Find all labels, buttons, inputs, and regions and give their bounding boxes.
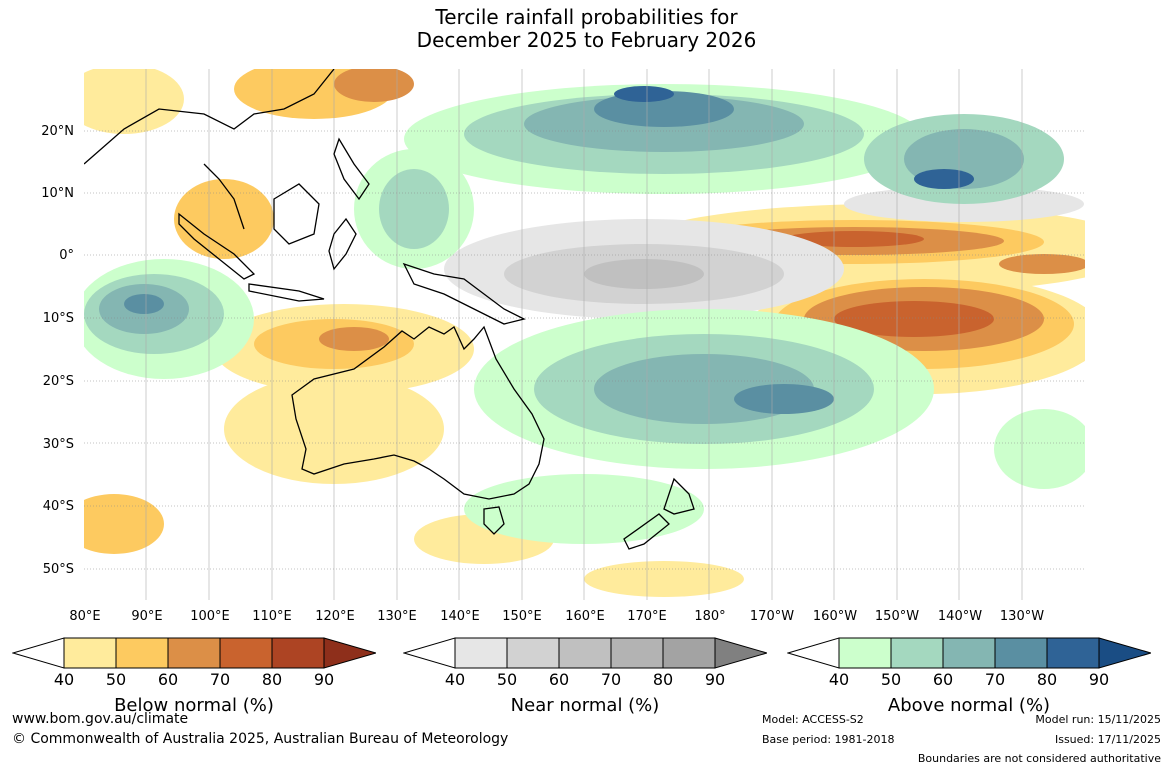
lat-label: 40°S [42, 499, 74, 514]
cb-swatches [12, 637, 376, 669]
cb-tick: 80 [652, 670, 674, 689]
lon-label: 140°E [440, 609, 480, 624]
above-normal-colorbar [787, 637, 1151, 669]
issued-date: Issued: 17/11/2025 [1054, 733, 1161, 746]
copyright-notice: © Commonwealth of Australia 2025, Austra… [12, 731, 509, 747]
cb-swatch [115, 637, 169, 669]
cb-tick: 50 [880, 670, 902, 689]
lon-label: 130°E [377, 609, 417, 624]
below-normal-title: Below normal (%) [114, 695, 274, 716]
sulawesi-coastline [328, 217, 357, 271]
lon-label: 100°E [190, 609, 230, 624]
base-period: Base period: 1981-2018 [762, 733, 895, 746]
lon-label: 150°W [874, 609, 920, 624]
model-name: Model: ACCESS-S2 [762, 713, 864, 726]
se-asia-coastline [84, 69, 335, 230]
cb-tick: 70 [209, 670, 231, 689]
map-title-line1: Tercile rainfall probabilities for [435, 5, 738, 29]
coastlines [84, 69, 695, 550]
near-normal-regions [444, 186, 1084, 319]
lon-label: 110°E [252, 609, 292, 624]
cb-tick: 60 [548, 670, 570, 689]
sumatra-coastline [178, 212, 256, 280]
cb-swatch [662, 637, 716, 669]
cb-tick: 90 [313, 670, 335, 689]
cb-swatch [219, 637, 273, 669]
rainfall-probability-map [84, 69, 1085, 600]
lon-label: 120°E [315, 609, 355, 624]
cb-tick: 50 [496, 670, 518, 689]
cb-tick: 80 [261, 670, 283, 689]
above-normal-title: Above normal (%) [887, 695, 1051, 716]
lon-label: 160°E [565, 609, 605, 624]
cb-swatch [838, 637, 892, 669]
lon-label: 90°E [131, 609, 163, 624]
lat-label: 50°S [42, 562, 74, 577]
cb-tick: 70 [600, 670, 622, 689]
cb-swatch [506, 637, 560, 669]
map-grid [84, 130, 1085, 570]
cb-swatches [787, 637, 1151, 669]
above-normal-regions [84, 84, 1085, 544]
lon-label: 170°W [749, 609, 795, 624]
lat-label: 0° [59, 248, 74, 263]
cb-tick: 60 [932, 670, 954, 689]
bom-url-link[interactable]: www.bom.gov.au/climate [12, 711, 189, 727]
cb-extend-high [714, 637, 767, 669]
lon-label: 140°W [937, 609, 983, 624]
cb-tick: 90 [1088, 670, 1110, 689]
cb-tick: 60 [157, 670, 179, 689]
new-guinea-coastline [402, 262, 526, 325]
cb-swatch [994, 637, 1048, 669]
cb-swatch [610, 637, 664, 669]
cb-swatch [558, 637, 612, 669]
australia-coastline [291, 325, 545, 500]
cb-extend-high [323, 637, 376, 669]
model-run-date: Model run: 15/11/2025 [1035, 713, 1161, 726]
near-normal-colorbar [403, 637, 767, 669]
lat-label: 20°S [42, 374, 74, 389]
cb-extend-low [12, 637, 65, 669]
cb-swatch [271, 637, 325, 669]
borneo-coastline [273, 183, 320, 245]
cb-tick: 80 [1036, 670, 1058, 689]
cb-tick: 90 [704, 670, 726, 689]
near-normal-title: Near normal (%) [510, 695, 660, 716]
boundary-disclaimer: Boundaries are not considered authoritat… [917, 752, 1161, 765]
lon-label: 180° [694, 609, 726, 624]
cb-tick: 40 [53, 670, 75, 689]
cb-swatch [1046, 637, 1100, 669]
cb-swatches [403, 637, 767, 669]
lon-label: 160°W [812, 609, 858, 624]
cb-tick: 40 [444, 670, 466, 689]
cb-swatch [167, 637, 221, 669]
cb-extend-low [787, 637, 840, 669]
lat-label: 10°S [42, 311, 74, 326]
lat-label: 20°N [41, 124, 74, 139]
lon-label: 130°W [999, 609, 1045, 624]
cb-tick: 40 [828, 670, 850, 689]
new-zealand-coastline [623, 477, 695, 550]
cb-swatch [454, 637, 508, 669]
cb-swatch [942, 637, 996, 669]
cb-extend-high [1098, 637, 1151, 669]
lon-label: 170°E [627, 609, 667, 624]
below-normal-colorbar [12, 637, 376, 669]
cb-tick: 70 [984, 670, 1006, 689]
philippines-coastline [333, 137, 370, 201]
cb-swatch [63, 637, 117, 669]
tasmania-coastline [483, 506, 505, 535]
cb-tick: 50 [105, 670, 127, 689]
map-title-line2: December 2025 to February 2026 [416, 28, 757, 52]
cb-extend-low [403, 637, 456, 669]
lat-label: 10°N [41, 186, 74, 201]
java-coastline [248, 283, 325, 302]
lon-label: 150°E [502, 609, 542, 624]
lon-label: 80°E [69, 609, 101, 624]
cb-swatch [890, 637, 944, 669]
lat-label: 30°S [42, 437, 74, 452]
